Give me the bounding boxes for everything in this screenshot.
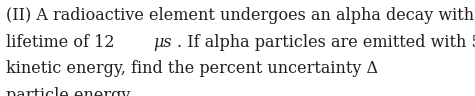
Text: . If alpha particles are emitted with 5.5-MeV: . If alpha particles are emitted with 5.… bbox=[177, 34, 475, 51]
Text: lifetime of 12: lifetime of 12 bbox=[6, 34, 120, 51]
Text: particle energy.: particle energy. bbox=[6, 87, 133, 96]
Text: kinetic energy, find the percent uncertainty Δ: kinetic energy, find the percent uncerta… bbox=[6, 60, 378, 77]
Text: μs: μs bbox=[153, 34, 171, 51]
Text: (II) A radioactive element undergoes an alpha decay with a: (II) A radioactive element undergoes an … bbox=[6, 7, 475, 24]
